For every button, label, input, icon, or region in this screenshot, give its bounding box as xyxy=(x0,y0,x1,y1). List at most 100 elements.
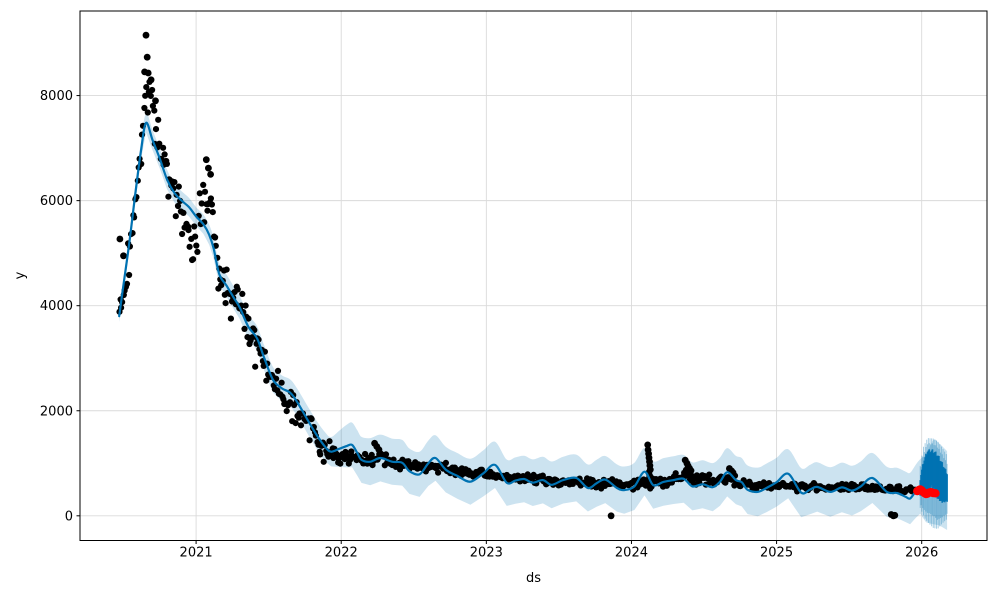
observed-point xyxy=(249,334,256,341)
observed-point xyxy=(180,209,187,216)
observed-point xyxy=(297,422,305,429)
observed-outlier-point xyxy=(205,164,212,172)
observed-point xyxy=(165,193,172,200)
observed-point xyxy=(241,325,248,332)
observed-point xyxy=(274,367,282,374)
observed-point xyxy=(141,104,148,112)
observed-point xyxy=(212,234,219,241)
observed-point xyxy=(163,160,170,167)
y-tick-label: 4000 xyxy=(40,299,73,314)
observed-outlier-point xyxy=(142,31,150,39)
observed-point xyxy=(126,271,133,279)
observed-point xyxy=(200,181,207,188)
observed-point xyxy=(186,243,193,250)
observed-point xyxy=(442,459,449,466)
observed-point xyxy=(144,109,151,116)
x-tick-label: 2022 xyxy=(325,545,358,560)
observed-point xyxy=(435,469,442,476)
x-axis-label: ds xyxy=(526,571,541,586)
trend-line xyxy=(118,121,922,500)
observed-point xyxy=(706,471,713,478)
observed-outlier-point xyxy=(207,171,215,178)
observed-point xyxy=(223,266,230,273)
observed-outlier-point xyxy=(152,97,159,105)
observed-point xyxy=(196,190,203,197)
observed-outlier-point xyxy=(120,252,127,260)
observed-point xyxy=(382,451,390,458)
observed-point xyxy=(149,86,156,94)
observed-point xyxy=(207,195,214,202)
observed-point xyxy=(640,476,647,483)
observed-point xyxy=(245,315,252,322)
observed-outlier-point xyxy=(144,69,152,77)
observed-point xyxy=(204,207,211,214)
observed-point xyxy=(405,458,412,465)
observed-point xyxy=(222,300,229,307)
observed-point xyxy=(326,438,333,445)
y-axis-label: y xyxy=(13,271,28,279)
observed-point xyxy=(337,460,344,467)
observed-point xyxy=(143,84,150,91)
observed-point xyxy=(208,201,215,208)
observed-point xyxy=(201,188,209,195)
observed-point xyxy=(193,242,200,249)
observed-point xyxy=(151,107,158,114)
observed-point xyxy=(198,200,205,207)
x-tick-label: 2021 xyxy=(180,545,213,560)
x-tick-label: 2024 xyxy=(615,545,648,560)
future-actual-point xyxy=(931,489,940,498)
x-axis: 2021 2022 2023 2024 2025 2026 xyxy=(180,540,938,560)
observed-point xyxy=(160,144,167,151)
observed-point xyxy=(152,126,160,133)
observed-point xyxy=(263,377,270,384)
observed-point xyxy=(672,470,679,477)
uncertainty-band xyxy=(119,113,948,530)
observed-point xyxy=(161,151,168,158)
observed-outlier-point xyxy=(116,235,124,243)
observed-outlier-point xyxy=(147,76,155,84)
y-tick-label: 6000 xyxy=(40,194,73,209)
observed-outlier-point xyxy=(891,511,899,519)
observed-points xyxy=(116,31,919,520)
observed-point xyxy=(209,209,216,216)
x-tick-label: 2023 xyxy=(470,545,503,560)
observed-point xyxy=(227,315,234,322)
plot-border xyxy=(79,10,988,541)
observed-point xyxy=(192,233,199,240)
x-tick-label: 2026 xyxy=(905,545,938,560)
observed-point xyxy=(156,140,163,147)
observed-point xyxy=(174,202,182,210)
observed-point xyxy=(283,408,290,415)
observed-point xyxy=(278,379,285,386)
observed-outlier-point xyxy=(202,156,210,164)
observed-outlier-point xyxy=(644,441,652,449)
x-tick-label: 2025 xyxy=(760,545,793,560)
observed-point xyxy=(317,451,324,458)
observed-point xyxy=(239,290,246,297)
observed-point xyxy=(306,437,313,444)
y-tick-label: 0 xyxy=(65,509,73,524)
observed-outlier-point xyxy=(687,467,695,474)
observed-point xyxy=(179,230,186,238)
observed-point xyxy=(123,280,131,287)
grid xyxy=(80,11,987,541)
y-axis: 0 2000 4000 6000 8000 xyxy=(40,89,80,524)
y-tick-label: 2000 xyxy=(40,404,73,419)
observed-point xyxy=(175,183,182,190)
observed-point xyxy=(252,363,259,370)
observed-point xyxy=(155,116,162,123)
observed-outlier-point xyxy=(377,450,384,458)
observed-point xyxy=(308,416,315,423)
observed-outlier-point xyxy=(607,512,615,520)
observed-point xyxy=(147,92,154,99)
observed-point xyxy=(292,420,299,427)
observed-point xyxy=(172,213,179,220)
future-actual-points xyxy=(913,485,940,499)
observed-point xyxy=(194,248,201,255)
observed-point xyxy=(171,179,178,186)
observed-point xyxy=(191,223,198,230)
observed-point xyxy=(142,92,149,99)
observed-point xyxy=(234,286,241,293)
